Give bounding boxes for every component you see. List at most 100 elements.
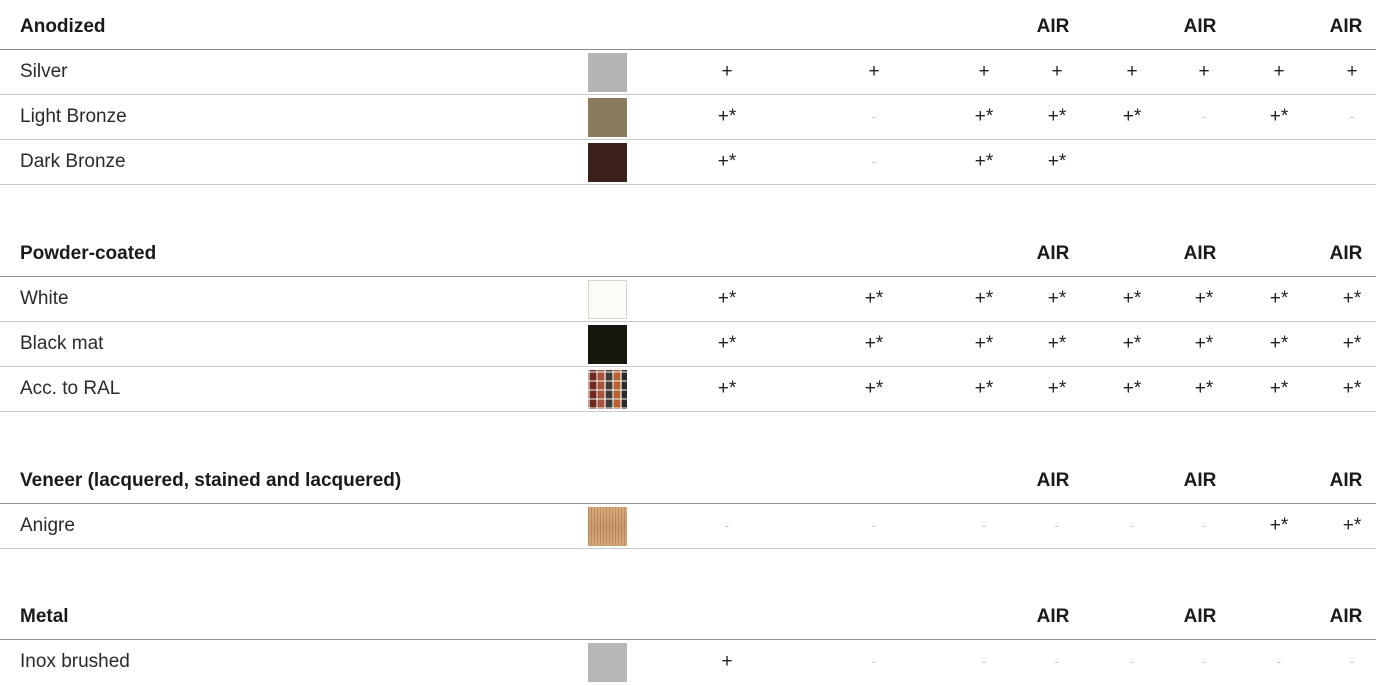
availability-cell: +* <box>864 333 884 354</box>
color-swatch <box>588 98 627 137</box>
availability-cell: +* <box>864 288 884 309</box>
color-swatch <box>588 53 627 92</box>
section-veneer: Veneer (lacquered, stained and lacquered… <box>0 454 1376 549</box>
section-header: Powder-coated AIR AIR AIR <box>0 227 1376 277</box>
availability-cell: +* <box>1342 333 1362 354</box>
availability-cell: +* <box>1269 333 1289 354</box>
table-row: Light Bronze +* - +* +* +* - +* - <box>0 95 1376 140</box>
color-swatch <box>588 507 627 546</box>
air-column-label: AIR <box>1183 16 1217 37</box>
availability-cell: +* <box>864 378 884 399</box>
row-label: Acc. to RAL <box>20 378 121 399</box>
section-title: Metal <box>20 606 69 627</box>
availability-cell: + <box>1051 61 1063 82</box>
availability-cell: - <box>871 108 877 124</box>
availability-cell: - <box>871 653 877 669</box>
table-row: White +* +* +* +* +* +* +* +* <box>0 277 1376 322</box>
availability-cell: - <box>1054 517 1060 533</box>
table-row: Inox brushed + - - - - - - - <box>0 640 1376 685</box>
availability-cell: - <box>1201 517 1207 533</box>
availability-cell: - <box>981 653 987 669</box>
table-row: Dark Bronze +* - +* +* <box>0 140 1376 185</box>
availability-cell: +* <box>1122 288 1142 309</box>
availability-cell: + <box>1198 61 1210 82</box>
availability-cell: - <box>1054 653 1060 669</box>
availability-cell: +* <box>1122 333 1142 354</box>
availability-cell: +* <box>974 151 994 172</box>
availability-cell: +* <box>1342 378 1362 399</box>
availability-cell: +* <box>1269 515 1289 536</box>
color-swatch <box>588 143 627 182</box>
availability-cell: +* <box>1269 378 1289 399</box>
availability-cell: - <box>1349 653 1355 669</box>
availability-cell: +* <box>1194 333 1214 354</box>
section-powder-coated: Powder-coated AIR AIR AIR White +* +* +*… <box>0 227 1376 412</box>
row-label: Inox brushed <box>20 651 130 672</box>
availability-cell: - <box>871 153 877 169</box>
air-column-label: AIR <box>1036 16 1070 37</box>
availability-cell: +* <box>1269 288 1289 309</box>
air-column-label: AIR <box>1183 470 1217 491</box>
air-column-label: AIR <box>1329 243 1363 264</box>
color-swatch <box>588 280 627 319</box>
air-column-label: AIR <box>1036 470 1070 491</box>
color-swatch <box>588 643 627 682</box>
section-title: Veneer (lacquered, stained and lacquered… <box>20 470 402 491</box>
availability-cell: +* <box>974 288 994 309</box>
row-label: White <box>20 288 69 309</box>
availability-cell: +* <box>1047 106 1067 127</box>
availability-cell: +* <box>717 333 737 354</box>
availability-cell: +* <box>1342 288 1362 309</box>
availability-cell: - <box>724 517 730 533</box>
availability-cell: + <box>978 61 990 82</box>
air-column-label: AIR <box>1183 243 1217 264</box>
availability-cell: + <box>1126 61 1138 82</box>
availability-cell: + <box>1346 61 1358 82</box>
availability-cell: - <box>1201 653 1207 669</box>
table-row: Acc. to RAL +* +* +* +* +* +* +* +* <box>0 367 1376 412</box>
section-header: Anodized AIR AIR AIR <box>0 0 1376 50</box>
availability-cell: +* <box>974 378 994 399</box>
row-label: Black mat <box>20 333 104 354</box>
row-label: Dark Bronze <box>20 151 126 172</box>
availability-cell: + <box>721 651 733 672</box>
availability-cell: - <box>1276 653 1282 669</box>
table-row: Anigre - - - - - - +* +* <box>0 504 1376 549</box>
availability-cell: +* <box>1269 106 1289 127</box>
table-row: Silver + + + + + + + + <box>0 50 1376 95</box>
color-swatch <box>588 370 627 409</box>
availability-cell: - <box>1129 517 1135 533</box>
air-column-label: AIR <box>1329 606 1363 627</box>
section-metal: Metal AIR AIR AIR Inox brushed + - - - -… <box>0 590 1376 685</box>
section-title: Powder-coated <box>20 243 157 264</box>
availability-cell: + <box>1273 61 1285 82</box>
availability-cell: +* <box>1122 106 1142 127</box>
availability-cell: +* <box>1194 288 1214 309</box>
table-row: Black mat +* +* +* +* +* +* +* +* <box>0 322 1376 367</box>
availability-cell: +* <box>1342 515 1362 536</box>
section-header: Veneer (lacquered, stained and lacquered… <box>0 454 1376 504</box>
availability-cell: +* <box>974 106 994 127</box>
section-anodized: Anodized AIR AIR AIR Silver + + + + + + … <box>0 0 1376 185</box>
availability-cell: +* <box>1047 333 1067 354</box>
availability-cell: - <box>1349 108 1355 124</box>
availability-cell: - <box>871 517 877 533</box>
row-label: Silver <box>20 61 68 82</box>
row-label: Anigre <box>20 515 75 536</box>
air-column-label: AIR <box>1036 243 1070 264</box>
air-column-label: AIR <box>1329 16 1363 37</box>
availability-cell: + <box>721 61 733 82</box>
availability-cell: - <box>981 517 987 533</box>
section-header: Metal AIR AIR AIR <box>0 590 1376 640</box>
availability-cell: + <box>868 61 880 82</box>
availability-cell: +* <box>717 288 737 309</box>
availability-cell: +* <box>974 333 994 354</box>
availability-cell: - <box>1129 653 1135 669</box>
availability-cell: +* <box>717 106 737 127</box>
availability-cell: +* <box>717 151 737 172</box>
availability-cell: +* <box>1194 378 1214 399</box>
availability-cell: +* <box>717 378 737 399</box>
availability-cell: +* <box>1047 378 1067 399</box>
air-column-label: AIR <box>1183 606 1217 627</box>
availability-cell: +* <box>1122 378 1142 399</box>
